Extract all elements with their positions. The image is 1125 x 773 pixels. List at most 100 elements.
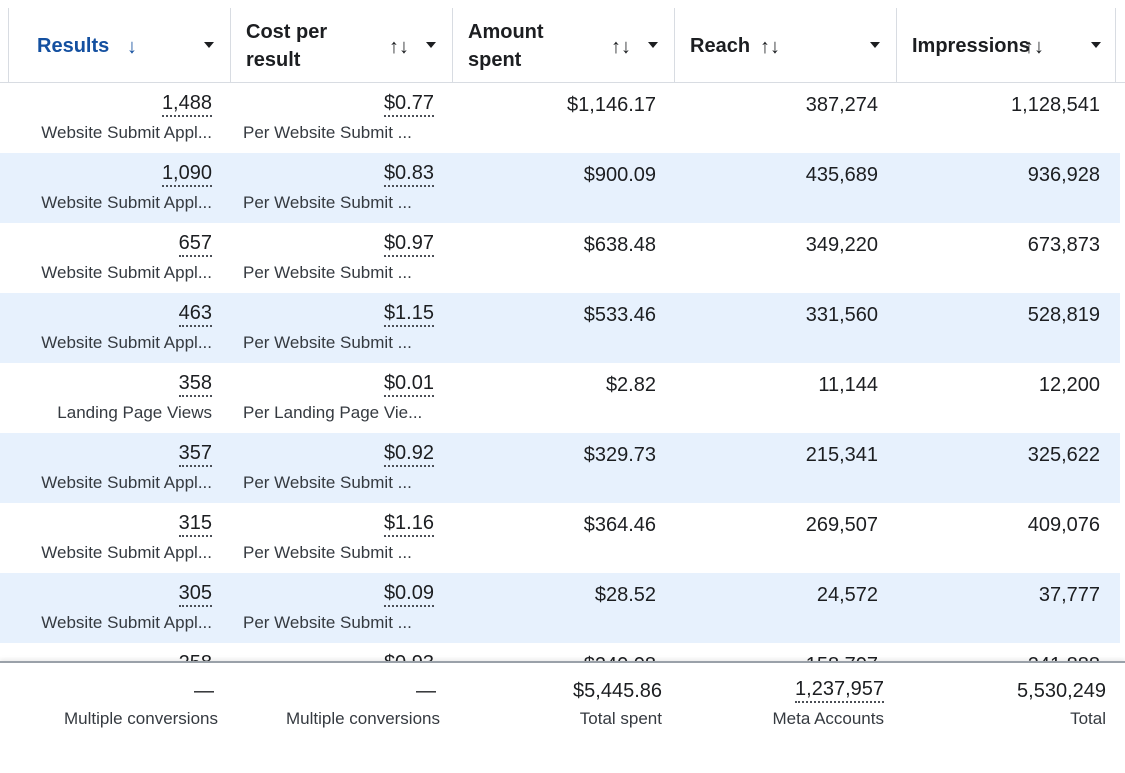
total-reach-value[interactable]: 1,237,957 bbox=[795, 677, 884, 703]
impressions-value: 673,873 bbox=[1027, 234, 1100, 256]
cost-per-result-cell: $0.09 Per Website Submit ... bbox=[230, 573, 450, 643]
caret-down-icon[interactable] bbox=[426, 42, 436, 48]
table-row[interactable]: 358 Landing Page Views $0.01 Per Landing… bbox=[0, 363, 1120, 433]
sort-updown-icon[interactable]: ↑↓ bbox=[611, 36, 631, 58]
total-amount-cell: $5,445.86 Total spent bbox=[452, 663, 672, 763]
cost-value[interactable]: $0.83 bbox=[383, 161, 434, 187]
cost-per-result-cell: $1.16 Per Website Submit ... bbox=[230, 503, 450, 573]
results-value[interactable]: 358 bbox=[178, 371, 212, 397]
results-cell: 357 Website Submit Appl... bbox=[8, 433, 228, 503]
column-header-amount-spent[interactable]: Amount spent ↑↓ bbox=[452, 8, 672, 82]
impressions-value: 409,076 bbox=[1027, 514, 1100, 536]
cost-value[interactable]: $0.01 bbox=[383, 371, 434, 397]
results-value[interactable]: 315 bbox=[178, 511, 212, 537]
impressions-cell: 37,777 bbox=[896, 573, 1116, 643]
table-row[interactable]: 1,488 Website Submit Appl... $0.77 Per W… bbox=[0, 83, 1120, 153]
sort-updown-icon[interactable]: ↑↓ bbox=[389, 36, 409, 58]
table-row[interactable]: 258 $0.93 $240.08 158,707 241,888 bbox=[0, 643, 1120, 661]
amount-value: $364.46 bbox=[583, 514, 656, 536]
impressions-value: 37,777 bbox=[1038, 584, 1100, 606]
caret-down-icon[interactable] bbox=[1091, 42, 1101, 48]
column-header-reach[interactable]: Reach ↑↓ bbox=[674, 8, 894, 82]
cost-value[interactable]: $0.97 bbox=[383, 231, 434, 257]
results-value[interactable]: 258 bbox=[179, 651, 212, 661]
results-cell: 305 Website Submit Appl... bbox=[8, 573, 228, 643]
total-results-cell: — Multiple conversions bbox=[8, 663, 228, 763]
result-type: Website Submit Appl... bbox=[41, 193, 212, 212]
reach-cell: 387,274 bbox=[674, 83, 894, 153]
table-header: Results ↓ Cost per result ↑↓ Amount spent … bbox=[0, 0, 1125, 83]
total-reach-label: Meta Accounts bbox=[772, 709, 884, 728]
amount-spent-cell: $2.82 bbox=[452, 363, 672, 433]
totals-row: — Multiple conversions — Multiple conver… bbox=[0, 661, 1125, 773]
amount-value: $1,146.17 bbox=[567, 94, 656, 116]
cost-per-result-cell: $0.92 Per Website Submit ... bbox=[230, 433, 450, 503]
table-row[interactable]: 657 Website Submit Appl... $0.97 Per Web… bbox=[0, 223, 1120, 293]
cost-type: Per Website Submit ... bbox=[243, 543, 412, 562]
column-label: Cost per result bbox=[246, 21, 328, 71]
caret-down-icon[interactable] bbox=[204, 42, 214, 48]
total-amount-label: Total spent bbox=[579, 709, 662, 728]
results-cell: 1,090 Website Submit Appl... bbox=[8, 153, 228, 223]
reach-cell: 435,689 bbox=[674, 153, 894, 223]
result-type: Website Submit Appl... bbox=[41, 333, 212, 352]
sort-updown-icon[interactable]: ↑↓ bbox=[1024, 36, 1044, 58]
amount-value: $2.82 bbox=[605, 374, 656, 396]
sort-updown-icon[interactable]: ↑↓ bbox=[760, 36, 780, 58]
results-value[interactable]: 463 bbox=[178, 301, 212, 327]
results-cell: 463 Website Submit Appl... bbox=[8, 293, 228, 363]
results-value[interactable]: 305 bbox=[178, 581, 212, 607]
reach-value: 24,572 bbox=[816, 584, 878, 606]
cost-type: Per Website Submit ... bbox=[243, 333, 412, 352]
column-header-results[interactable]: Results ↓ bbox=[8, 8, 228, 82]
result-type: Landing Page Views bbox=[57, 403, 212, 422]
table-row[interactable]: 315 Website Submit Appl... $1.16 Per Web… bbox=[0, 503, 1120, 573]
reach-value: 349,220 bbox=[805, 234, 878, 256]
result-type: Website Submit Appl... bbox=[41, 123, 212, 142]
results-value[interactable]: 1,090 bbox=[161, 161, 212, 187]
table-row[interactable]: 357 Website Submit Appl... $0.92 Per Web… bbox=[0, 433, 1120, 503]
column-header-impressions[interactable]: Impressions ↑↓ bbox=[896, 8, 1116, 82]
arrow-down-icon[interactable]: ↓ bbox=[127, 36, 137, 58]
amount-value: $638.48 bbox=[583, 234, 656, 256]
total-results-value: — bbox=[194, 680, 214, 702]
cost-value[interactable]: $1.16 bbox=[383, 511, 434, 537]
table-row[interactable]: 463 Website Submit Appl... $1.15 Per Web… bbox=[0, 293, 1120, 363]
caret-down-icon[interactable] bbox=[648, 42, 658, 48]
results-cell: 258 bbox=[8, 643, 228, 661]
cost-value[interactable]: $1.15 bbox=[383, 301, 434, 327]
results-value[interactable]: 357 bbox=[178, 441, 212, 467]
results-value[interactable]: 657 bbox=[178, 231, 212, 257]
cost-per-result-cell: $0.77 Per Website Submit ... bbox=[230, 83, 450, 153]
reach-cell: 269,507 bbox=[674, 503, 894, 573]
amount-value: $533.46 bbox=[583, 304, 656, 326]
total-amount-value: $5,445.86 bbox=[573, 680, 662, 702]
impressions-value: 528,819 bbox=[1027, 304, 1100, 326]
result-type: Website Submit Appl... bbox=[41, 263, 212, 282]
impressions-cell: 1,128,541 bbox=[896, 83, 1116, 153]
impressions-value: 12,200 bbox=[1038, 374, 1100, 396]
cost-value[interactable]: $0.92 bbox=[383, 441, 434, 467]
reach-value: 269,507 bbox=[805, 514, 878, 536]
column-label: Results bbox=[37, 35, 110, 57]
cost-per-result-cell: $0.83 Per Website Submit ... bbox=[230, 153, 450, 223]
results-value[interactable]: 1,488 bbox=[161, 91, 212, 117]
result-type: Website Submit Appl... bbox=[41, 613, 212, 632]
table-body: 1,488 Website Submit Appl... $0.77 Per W… bbox=[0, 83, 1125, 661]
cost-value[interactable]: $0.77 bbox=[383, 91, 434, 117]
cost-value[interactable]: $0.09 bbox=[383, 581, 434, 607]
reach-cell: 24,572 bbox=[674, 573, 894, 643]
column-header-cost-per-result[interactable]: Cost per result ↑↓ bbox=[230, 8, 450, 82]
amount-spent-cell: $364.46 bbox=[452, 503, 672, 573]
amount-spent-cell: $1,146.17 bbox=[452, 83, 672, 153]
reach-value: 11,144 bbox=[818, 374, 878, 396]
table-row[interactable]: 305 Website Submit Appl... $0.09 Per Web… bbox=[0, 573, 1120, 643]
table-row[interactable]: 1,090 Website Submit Appl... $0.83 Per W… bbox=[0, 153, 1120, 223]
caret-down-icon[interactable] bbox=[870, 42, 880, 48]
cost-value[interactable]: $0.93 bbox=[384, 651, 434, 661]
impressions-value: 325,622 bbox=[1027, 444, 1100, 466]
impressions-cell: 241,888 bbox=[896, 643, 1116, 661]
cost-type: Per Website Submit ... bbox=[243, 123, 412, 142]
total-cost-cell: — Multiple conversions bbox=[230, 663, 450, 763]
